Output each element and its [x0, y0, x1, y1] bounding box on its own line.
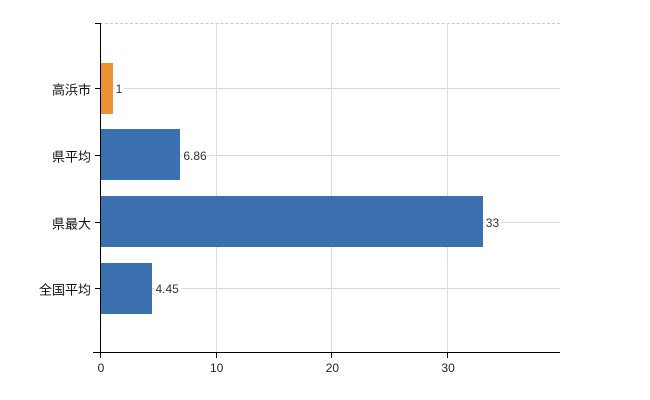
x-tick-label: 30	[441, 361, 455, 375]
x-axis-line	[93, 352, 560, 353]
category-label: 県最大	[51, 216, 91, 232]
y-axis-tick	[95, 288, 100, 290]
y-axis-tick	[95, 154, 100, 156]
gridline-horizontal	[100, 154, 560, 156]
y-axis-line	[100, 23, 101, 353]
x-tick-label: 0	[97, 361, 105, 375]
plot-top-border	[100, 23, 560, 24]
value-label: 33	[484, 215, 502, 230]
gridline-vertical	[331, 23, 333, 352]
x-tick-label: 10	[210, 361, 224, 375]
y-axis-top-tick	[95, 23, 100, 24]
y-axis-tick	[95, 221, 100, 223]
category-label: 県平均	[51, 149, 91, 165]
bar	[101, 196, 483, 248]
bar	[101, 129, 181, 181]
category-label: 全国平均	[38, 282, 91, 298]
x-tick-label: 20	[325, 361, 340, 375]
y-axis-tick	[95, 88, 100, 89]
gridline-vertical	[215, 23, 217, 352]
value-label: 6.86	[182, 148, 209, 163]
x-axis-tick	[331, 352, 333, 358]
value-label: 4.45	[154, 282, 181, 297]
gridline-horizontal	[100, 288, 560, 290]
x-axis-tick	[215, 352, 217, 358]
bar	[101, 262, 153, 314]
x-axis-tick	[100, 352, 101, 358]
value-label: 1	[114, 82, 125, 96]
gridline-vertical	[447, 23, 449, 352]
bar	[101, 62, 113, 114]
category-label: 高浜市	[51, 82, 91, 98]
gridline-horizontal	[100, 88, 560, 89]
x-axis-tick	[447, 352, 449, 358]
